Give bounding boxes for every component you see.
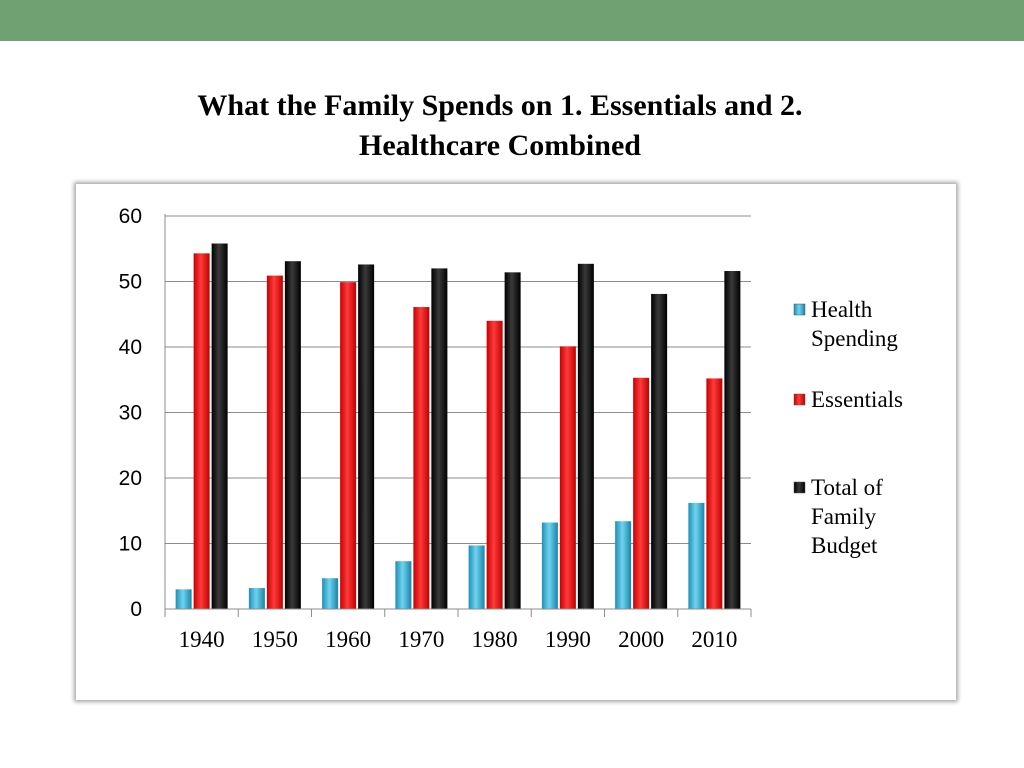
bar-total-of-family-budget-1940: [211, 243, 228, 609]
bar-essentials-2010: [706, 378, 723, 609]
bar-total-of-family-budget-1970: [431, 268, 448, 609]
axis-labels: 0 10 20 30 40 50 60 1940 1950 1960 1970 1980 1990 200…: [119, 205, 738, 652]
y-tick-label-0: 0: [130, 598, 142, 621]
y-tick-label-10: 10: [119, 533, 142, 556]
bar-essentials-2000: [633, 377, 650, 609]
y-tick-label-50: 50: [119, 271, 142, 294]
legend: Health Spending Essentials Total of Family Bu…: [793, 297, 903, 558]
bar-essentials-1950: [266, 275, 283, 609]
bar-total-of-family-budget-1950: [284, 261, 301, 609]
bar-total-of-family-budget-1990: [577, 263, 594, 609]
x-tick-label-2000: 2000: [618, 627, 664, 652]
x-tick-label-1970: 1970: [398, 627, 444, 652]
legend-swatch-health-spending: [793, 303, 806, 316]
bar-total-of-family-budget-2000: [651, 293, 668, 609]
bars: [175, 243, 741, 609]
legend-label-total-of-family-budget: Total of Family Budget: [811, 475, 883, 558]
chart-frame: 0 10 20 30 40 50 60 1940 1950 1960 1970 1980 1990 200…: [76, 184, 956, 700]
bar-essentials-1940: [193, 253, 210, 609]
legend-swatch-essentials: [793, 393, 806, 406]
y-tick-label-40: 40: [119, 336, 142, 359]
bar-essentials-1960: [340, 282, 357, 609]
bar-essentials-1990: [559, 346, 576, 609]
bar-essentials-1980: [486, 320, 503, 609]
bar-health-spending-1960: [322, 578, 339, 609]
legend-label-essentials: Essentials: [811, 387, 903, 412]
legend-swatch-total-of-family-budget: [793, 481, 806, 494]
bar-total-of-family-budget-2010: [724, 271, 741, 609]
x-tick-label-1960: 1960: [325, 627, 371, 652]
bar-essentials-1970: [413, 307, 430, 609]
x-tick-label-1940: 1940: [179, 627, 225, 652]
bar-health-spending-2000: [615, 521, 632, 609]
bar-health-spending-1970: [395, 561, 412, 609]
slide-title-line-1: What the Family Spends on 1. Essentials …: [197, 89, 803, 122]
bar-total-of-family-budget-1960: [358, 264, 375, 609]
y-tick-label-20: 20: [119, 467, 142, 490]
x-tick-label-1990: 1990: [545, 627, 591, 652]
bar-health-spending-1950: [248, 588, 265, 609]
axes: [164, 214, 752, 617]
slide-title-line-2: Healthcare Combined: [359, 129, 641, 162]
bar-health-spending-1940: [175, 589, 192, 609]
bar-total-of-family-budget-1980: [504, 272, 521, 609]
bar-health-spending-1980: [468, 545, 485, 609]
top-accent-band: [0, 0, 1024, 41]
bar-health-spending-1990: [541, 522, 558, 609]
bar-health-spending-2010: [688, 502, 705, 609]
x-tick-label-1950: 1950: [252, 627, 298, 652]
y-tick-label-30: 30: [119, 402, 142, 425]
x-tick-label-2010: 2010: [691, 627, 737, 652]
x-tick-label-1980: 1980: [472, 627, 518, 652]
y-tick-label-60: 60: [119, 205, 142, 228]
slide-title: What the Family Spends on 1. Essentials …: [100, 86, 900, 166]
bar-chart: 0 10 20 30 40 50 60 1940 1950 1960 1970 1980 1990 200…: [119, 205, 903, 652]
legend-label-health-spending: Health Spending: [811, 297, 898, 351]
